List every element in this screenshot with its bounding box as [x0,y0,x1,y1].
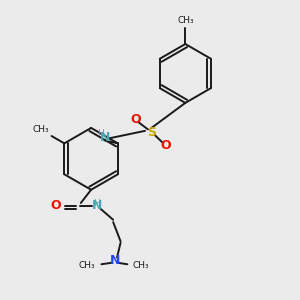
Text: H: H [94,199,100,208]
Text: N: N [110,254,120,267]
Text: CH₃: CH₃ [79,261,95,270]
Text: O: O [160,139,171,152]
Text: CH₃: CH₃ [132,261,149,270]
Text: H: H [98,129,104,138]
Text: CH₃: CH₃ [177,16,194,26]
Text: O: O [130,112,141,126]
Text: O: O [50,200,61,212]
Text: N: N [92,200,102,212]
Text: CH₃: CH₃ [33,125,49,134]
Text: S: S [147,126,156,139]
Text: N: N [100,131,110,144]
